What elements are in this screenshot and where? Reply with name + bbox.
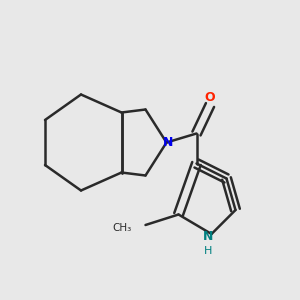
- Text: CH₃: CH₃: [113, 223, 132, 233]
- Text: O: O: [205, 91, 215, 104]
- Text: N: N: [163, 136, 173, 149]
- Text: N: N: [203, 230, 214, 244]
- Text: H: H: [204, 245, 213, 256]
